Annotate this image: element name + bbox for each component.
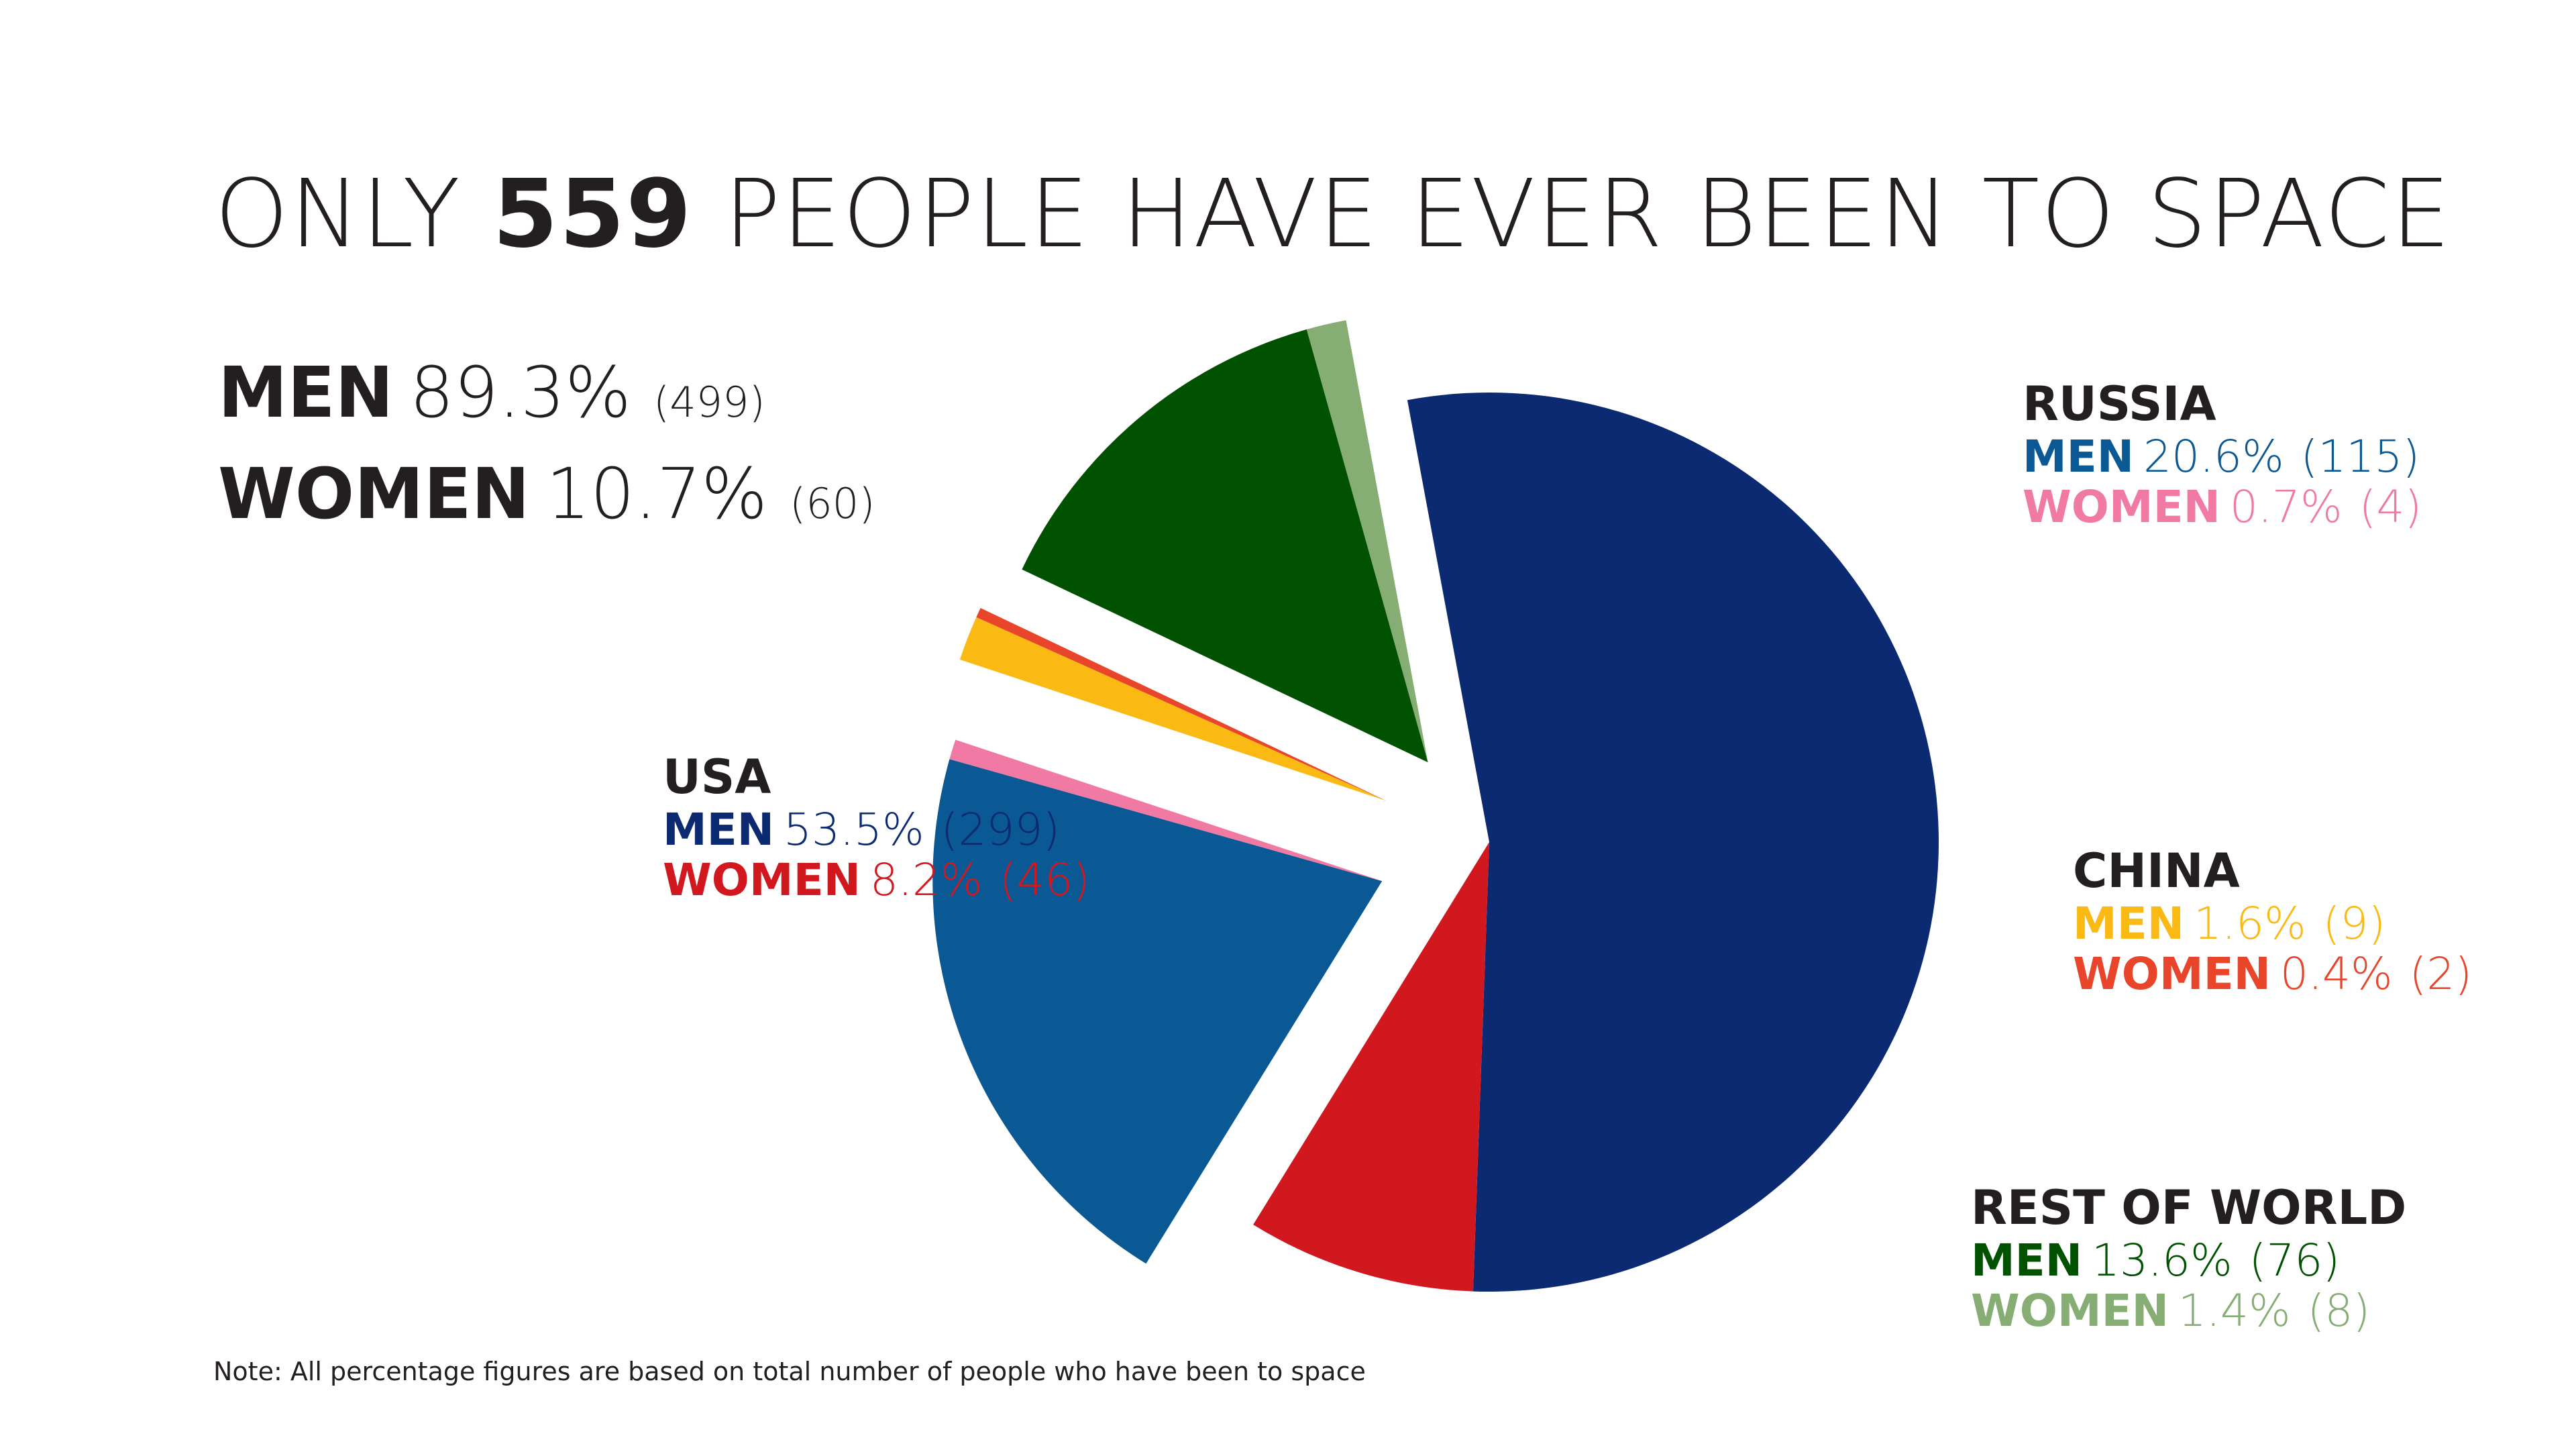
usa-women-line: WOMEN 8.2% (46) bbox=[663, 854, 1091, 907]
rest-women-line: WOMEN 1.4% (8) bbox=[1971, 1285, 2371, 1337]
label-rest-of-world: REST OF WORLD MEN 13.6% (76) WOMEN 1.4% (8… bbox=[1971, 1181, 2406, 1337]
group-name-rest-of-world: REST OF WORLD bbox=[1971, 1180, 2407, 1235]
rest-men-line: MEN 13.6% (76) bbox=[1971, 1234, 2341, 1286]
slice-rest-of-world-men bbox=[1022, 329, 1428, 763]
slice-china-men bbox=[959, 617, 1387, 801]
usa-men-line: MEN 53.5% (299) bbox=[663, 803, 1061, 856]
group-name-china: CHINA bbox=[2073, 843, 2240, 898]
group-name-usa: USA bbox=[663, 749, 771, 805]
totals-women: WOMEN 10.7% (60) bbox=[218, 452, 875, 535]
totals-men: MEN 89.3% (499) bbox=[218, 352, 765, 433]
label-russia: RUSSIA MEN 20.6% (115) WOMEN 0.7% (4) bbox=[2023, 377, 2422, 533]
label-china: CHINA MEN 1.6% (9) WOMEN 0.4% (2) bbox=[2073, 844, 2472, 1000]
chart-title: ONLY 559 PEOPLE HAVE EVER BEEN TO SPACE bbox=[215, 160, 2452, 269]
china-women-line: WOMEN 0.4% (2) bbox=[2073, 948, 2473, 1000]
label-usa: USA MEN 53.5% (299) WOMEN 8.2% (46) bbox=[663, 750, 1090, 906]
russia-women-line: WOMEN 0.7% (4) bbox=[2023, 481, 2422, 533]
slice-usa-men bbox=[1407, 393, 1939, 1292]
slice-rest-of-world-women bbox=[1306, 320, 1428, 763]
slice-usa-women bbox=[1253, 842, 1489, 1292]
china-men-line: MEN 1.6% (9) bbox=[2073, 897, 2386, 949]
slice-china-women bbox=[976, 608, 1387, 801]
slice-russia-men bbox=[932, 759, 1383, 1264]
totals-summary: MEN 89.3% (499) WOMEN 10.7% (60) bbox=[218, 342, 875, 545]
slice-russia-women bbox=[949, 739, 1383, 882]
footnote: Note: All percentage figures are based o… bbox=[213, 1357, 1366, 1386]
group-name-russia: RUSSIA bbox=[2023, 376, 2216, 431]
russia-men-line: MEN 20.6% (115) bbox=[2023, 430, 2420, 482]
